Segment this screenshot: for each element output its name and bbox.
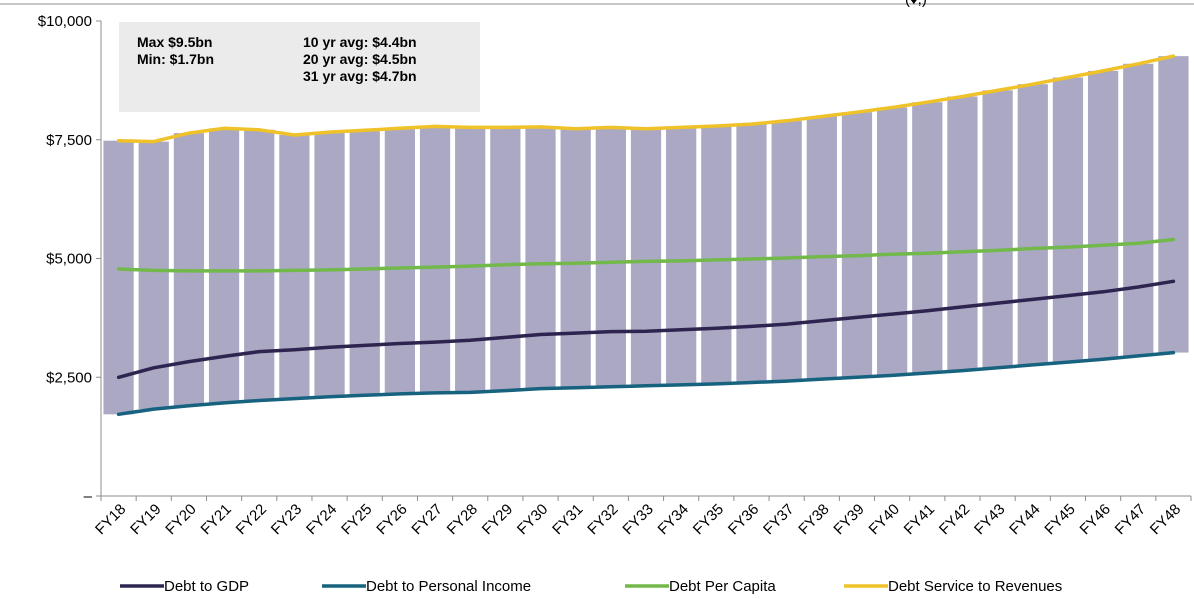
annotation-background [119, 22, 480, 112]
x-tick-label: FY27 [408, 501, 445, 538]
x-tick-label: FY21 [198, 501, 235, 538]
annotation-text: Max $9.5bn [137, 34, 212, 50]
legend-label: Debt to Personal Income [366, 578, 531, 595]
x-tick-label: FY26 [373, 501, 410, 538]
bar-fy30 [525, 126, 556, 389]
x-tick-label: FY31 [549, 501, 586, 538]
x-tick-label: FY37 [760, 501, 797, 538]
x-tick-label: FY47 [1112, 501, 1149, 538]
series-line-debt-per-capita [116, 237, 1176, 273]
bar-fy18 [103, 140, 134, 415]
y-tick-label: – [84, 488, 93, 505]
bar-fy23 [279, 135, 310, 399]
x-tick-label: FY19 [127, 501, 164, 538]
x-tick-label: FY45 [1041, 501, 1078, 538]
legend-label: Debt Service to Revenues [888, 578, 1062, 595]
x-tick-label: FY32 [584, 501, 621, 538]
bar-fy39 [841, 112, 873, 378]
legend-label: Debt Per Capita [669, 578, 776, 595]
legend: Debt to GDP Debt to Personal Income Debt P… [120, 578, 1062, 595]
x-tick-label: FY42 [936, 501, 973, 538]
bar-fy43 [982, 90, 1013, 368]
x-tick-label: FY39 [830, 501, 867, 538]
x-tick-label: FY33 [619, 501, 656, 538]
series-line-debt-to-personal-income [116, 350, 1176, 417]
bar-fy45 [1052, 77, 1084, 363]
x-tick-label: FY23 [268, 501, 305, 538]
bar-fy29 [490, 127, 521, 391]
y-tick-label: $7,500 [46, 132, 92, 149]
x-tick-label: FY44 [1006, 501, 1043, 538]
bar-fy46 [1087, 70, 1119, 360]
series-line-debt-to-gdp [116, 279, 1176, 380]
x-tick-label: FY29 [479, 501, 516, 538]
x-tick-label: FY36 [725, 501, 762, 538]
x-tick-label: FY25 [338, 501, 375, 538]
x-tick-label: FY43 [971, 501, 1008, 538]
bar-fy27 [419, 126, 451, 393]
annotation-text: Min: $1.7bn [137, 51, 214, 67]
legend-label: Debt to GDP [164, 578, 249, 595]
bar-fy44 [1017, 84, 1048, 365]
x-tick-label: FY34 [655, 501, 692, 538]
bar-fy37 [771, 120, 802, 382]
bar-fy24 [314, 132, 345, 397]
x-tick-label: FY38 [795, 501, 832, 538]
annotation-text: 10 yr avg: $4.4bn [303, 34, 417, 50]
bar-fy22 [244, 129, 275, 401]
series-line-debt-service-to-revenues [116, 54, 1176, 144]
x-tick-label: FY35 [690, 501, 727, 538]
y-tick-label: $5,000 [46, 251, 92, 268]
bar-fy35 [701, 125, 732, 384]
bar-fy31 [560, 128, 591, 388]
bar-fy42 [947, 96, 978, 371]
x-tick-label: FY41 [901, 501, 938, 538]
bar-fy41 [912, 102, 943, 373]
bar-fy32 [595, 127, 626, 387]
clipped-header-text: (♦,) [905, 0, 927, 8]
x-tick-label: FY30 [514, 501, 551, 538]
bar-fy36 [736, 124, 767, 383]
annotation-text: 20 yr avg: $4.5bn [303, 51, 417, 67]
bar-fy25 [349, 130, 380, 396]
x-tick-label: FY24 [303, 501, 340, 538]
bars-layer [103, 56, 1189, 415]
x-tick-label: FY46 [1077, 501, 1114, 538]
bar-fy47 [1123, 63, 1154, 356]
bar-fy26 [384, 128, 415, 394]
x-tick-label: FY40 [866, 501, 903, 538]
x-tick-label: FY48 [1147, 501, 1184, 538]
annotation-text: 31 yr avg: $4.7bn [303, 68, 417, 84]
x-tick-label: FY18 [92, 501, 129, 538]
bar-fy33 [630, 128, 662, 386]
y-tick-label: $10,000 [38, 13, 92, 30]
bar-fy28 [455, 127, 486, 393]
x-tick-label: FY22 [233, 501, 270, 538]
bar-fy40 [877, 107, 908, 376]
bar-fy21 [208, 128, 240, 403]
y-tick-label: $2,500 [46, 369, 92, 386]
lines-layer [116, 54, 1176, 417]
x-tick-label: FY28 [444, 501, 481, 538]
bar-fy34 [666, 127, 697, 385]
bar-fy48 [1158, 56, 1189, 353]
bar-fy38 [806, 116, 837, 380]
x-tick-label: FY20 [162, 501, 199, 538]
